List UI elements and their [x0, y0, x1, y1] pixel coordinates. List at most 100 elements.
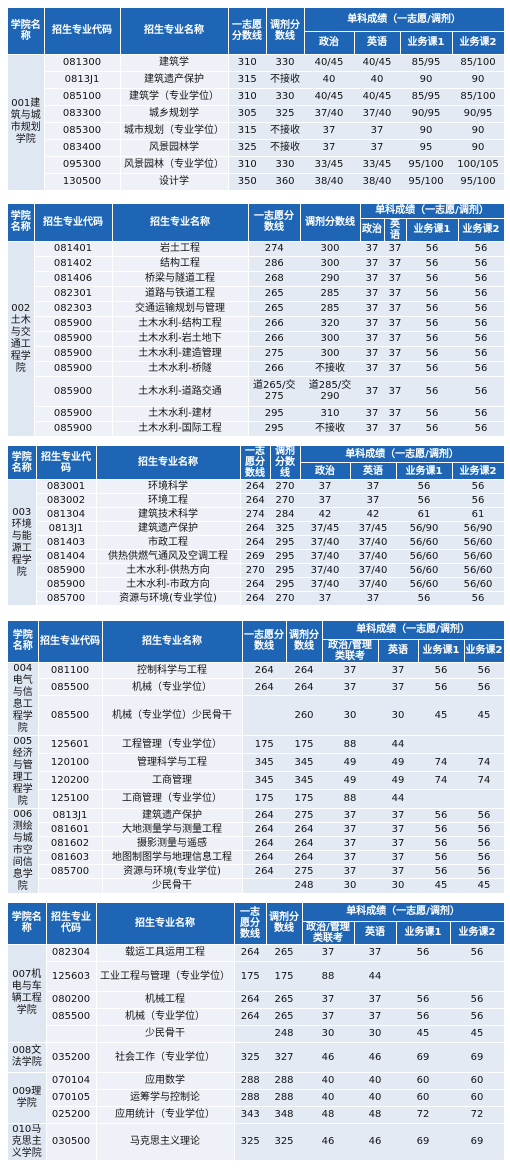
- course2-cell: 90/95: [452, 105, 505, 123]
- table-row: 085900 土木水利-桥隧 266 不接收 37 37 56 56: [8, 361, 505, 377]
- name-cell: 建筑遗产保护: [96, 521, 241, 536]
- course1-cell: [396, 961, 450, 992]
- course1-cell: 61: [396, 507, 452, 522]
- course2-cell: 56/60: [452, 549, 505, 564]
- adjust-score-cell: 道285/交290: [300, 376, 360, 407]
- name-cell: 设计学: [120, 173, 229, 191]
- politics-cell: 49: [322, 753, 378, 773]
- course2-cell: 90: [452, 71, 505, 89]
- english-cell: 37: [384, 361, 406, 377]
- politics-cell: 37/40: [300, 549, 350, 564]
- header-college: 学院名称: [8, 621, 39, 663]
- name-cell: 工业工程与管理（专业学位）: [96, 961, 235, 992]
- course1-cell: 69: [396, 1123, 450, 1161]
- course2-cell: 56: [458, 331, 505, 347]
- politics-cell: 42: [300, 507, 350, 522]
- code-cell: 082304: [46, 944, 97, 962]
- code-cell: 030500: [46, 1123, 97, 1161]
- name-cell: 土木水利-国际工程: [112, 421, 249, 437]
- english-cell: 37: [384, 316, 406, 332]
- code-cell: 070104: [46, 1072, 97, 1090]
- adjust-score-cell: 264: [286, 850, 322, 866]
- english-cell: 37: [384, 331, 406, 347]
- code-cell: 085300: [44, 122, 121, 140]
- politics-cell: 88: [302, 961, 354, 992]
- name-cell: 土木水利-桥隧: [112, 361, 249, 377]
- politics-cell: 37: [322, 808, 378, 823]
- politics-cell: 37: [302, 991, 354, 1009]
- course2-cell: 60: [450, 1072, 505, 1090]
- politics-cell: 40/45: [304, 88, 354, 106]
- name-cell: 工程管理（专业学位）: [102, 735, 243, 754]
- course2-cell: 56: [458, 256, 505, 272]
- table-row: 005经济与管理工程学院 125601 工程管理（专业学位） 175 175 88 44: [8, 735, 505, 809]
- table-row: 085900 土木水利-岩土地下 266 300 37 37 56 56: [8, 331, 505, 347]
- politics-cell: 33/45: [304, 156, 354, 174]
- college-name-cell: 004电气与信息工程学院: [8, 662, 39, 736]
- first-score-cell: 310: [228, 156, 266, 174]
- table-row: 085900 土木水利-市政方向 264 295 37/40 37/40 56/60 56/6…: [8, 577, 505, 592]
- first-score-cell: 343: [234, 1106, 266, 1124]
- first-score-cell: 266: [248, 361, 300, 377]
- course2-cell: [464, 789, 505, 809]
- first-score-cell: 325: [234, 1042, 266, 1073]
- table-row: 008文法学院 035200 社会工作（专业学位） 325 327 46 46 69 69: [8, 1042, 505, 1073]
- college-name-cell: 001建筑与城市规划学院: [8, 54, 45, 191]
- table-row: 085100 建筑学（专业学位） 310 330 40/45 40/45 85/95 85/1…: [8, 88, 505, 106]
- course2-cell: 90: [452, 122, 505, 140]
- header-course2: 业务课2: [450, 921, 505, 945]
- course1-cell: 56: [406, 346, 458, 362]
- adjust-score-cell: 295: [270, 563, 300, 578]
- code-cell: 081401: [34, 241, 113, 257]
- adjust-score-cell: 325: [266, 105, 304, 123]
- header-first: 一志愿分数线: [228, 8, 267, 55]
- course2-cell: 72: [450, 1106, 505, 1124]
- english-cell: 37: [384, 406, 406, 422]
- course1-cell: 90/95: [400, 105, 452, 123]
- name-cell: 运筹学与控制论: [96, 1089, 235, 1107]
- table-row: 082301 道路与铁道工程 265 285 37 37 56 56: [8, 286, 505, 302]
- table-row: 004电气与信息工程学院 081100 控制科学与工程 264 264 37 37 56 56: [8, 662, 505, 736]
- code-cell: 125601: [38, 735, 103, 754]
- adjust-score-cell: 265: [266, 944, 302, 962]
- english-cell: 37: [384, 376, 406, 407]
- header-adjust: 调剂分数线: [286, 621, 323, 663]
- course1-cell: 56: [396, 991, 450, 1009]
- first-score-cell: 266: [248, 331, 300, 347]
- first-score-cell: 270: [240, 563, 270, 578]
- college-name-cell: 005经济与管理工程学院: [8, 735, 39, 809]
- english-cell: 48: [354, 1106, 396, 1124]
- course2-cell: 56/60: [452, 535, 505, 550]
- first-score-cell: 264: [234, 991, 266, 1009]
- politics-cell: 37/40: [300, 563, 350, 578]
- table-row: 080200 机械工程 264 265 37 37 56 56: [8, 991, 505, 1009]
- first-score-cell: [242, 695, 286, 736]
- code-cell: 085900: [36, 563, 97, 578]
- header-single: 单科成绩（一志愿/调剂）: [304, 8, 505, 32]
- course2-cell: 56: [458, 406, 505, 422]
- english-cell: 37/40: [354, 105, 400, 123]
- table-row: 001建筑与城市规划学院 081300 建筑学 310 330 40/45 40/45 85/…: [8, 54, 505, 191]
- first-score-cell: 350: [228, 173, 266, 191]
- adjust-score-cell: 不接收: [266, 122, 304, 140]
- politics-cell: 46: [302, 1123, 354, 1161]
- table-row: 085300 城市规划（专业学位） 315 不接收 37 37 90 90: [8, 122, 505, 140]
- table-row: 085900 土木水利-建材 295 310 37 37 56 56: [8, 406, 505, 422]
- adjust-score-cell: 175: [286, 789, 322, 809]
- code-cell: 070105: [46, 1089, 97, 1107]
- table-row: 081304 建筑技术科学 274 284 42 42 61 61: [8, 507, 505, 522]
- header-politics: 政治: [360, 218, 385, 242]
- politics-cell: 37: [304, 122, 354, 140]
- code-cell: 085900: [36, 577, 97, 592]
- header-code: 招生专业代码: [34, 204, 113, 242]
- code-cell: 081601: [38, 822, 103, 837]
- adjust-score-cell: 284: [270, 507, 300, 522]
- adjust-score-cell: 不接收: [266, 139, 304, 157]
- table-row: 081406 桥梁与隧道工程 268 290 37 37 56 56: [8, 271, 505, 287]
- politics-cell: 37: [302, 1008, 354, 1026]
- first-score-cell: 315: [228, 71, 266, 89]
- code-cell: 081402: [34, 256, 113, 272]
- course2-cell: 56: [464, 850, 505, 866]
- english-cell: 37: [384, 301, 406, 317]
- header-course1: 业务课1: [400, 31, 453, 55]
